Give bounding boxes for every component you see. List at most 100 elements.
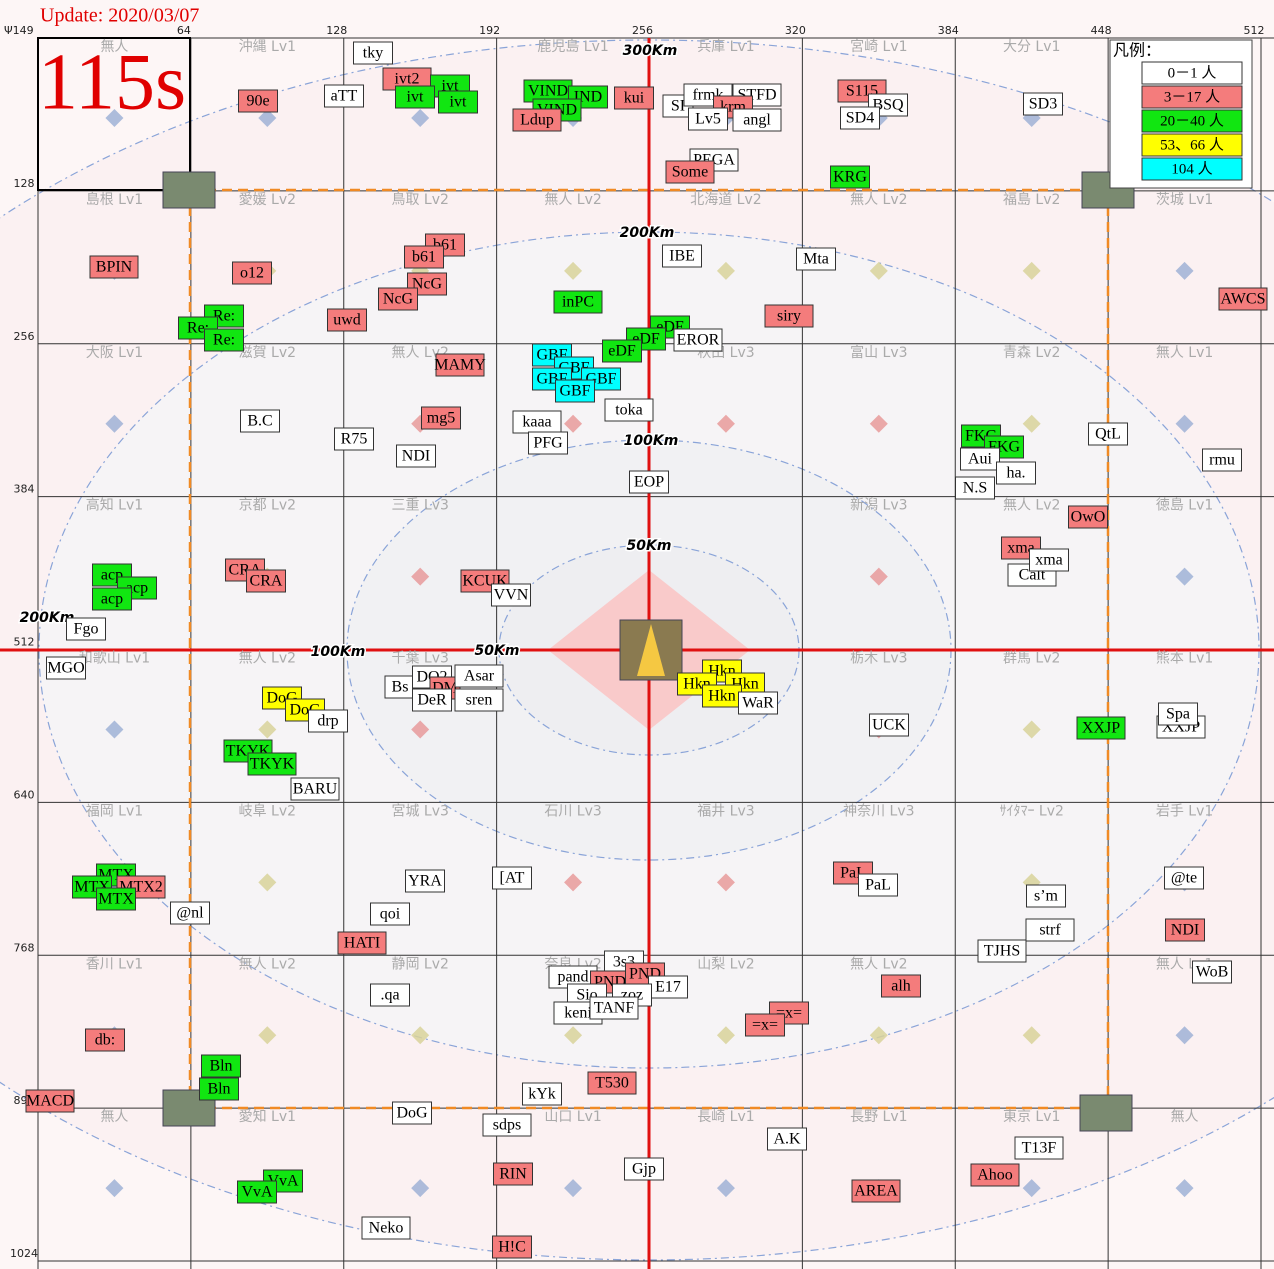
cell-label: 徳島 Lv1 [1156, 498, 1213, 514]
tag-box [89, 255, 139, 279]
alliance-tag: sren [454, 688, 504, 712]
tag-label: UCK [872, 717, 906, 734]
tag-box [555, 379, 595, 403]
tag-label: siry [777, 308, 801, 325]
alliance-tag: VVN [491, 583, 531, 607]
tag-box [170, 901, 210, 925]
alliance-tag: qoi [370, 902, 410, 926]
cell-label: 無人 [100, 39, 128, 55]
tag-label: s’m [1034, 888, 1059, 905]
tag-label: Re: [213, 308, 235, 325]
tag-label: Re: [213, 332, 235, 349]
alliance-tag: kYk [522, 1082, 562, 1106]
cell-label: 無人 Lv2 [239, 956, 296, 972]
cell-marker [1022, 720, 1041, 739]
alliance-tag: GBF [555, 379, 595, 403]
tag-box [1023, 92, 1063, 116]
tag-box [996, 461, 1036, 485]
tag-box [201, 1054, 241, 1078]
tag-label: =x= [752, 1017, 778, 1034]
tag-box [46, 656, 86, 680]
x-tick-label: 64 [177, 24, 191, 37]
tag-box [492, 866, 532, 890]
cell-marker [564, 1179, 583, 1198]
tag-label: qoi [380, 906, 401, 923]
tag-label: sren [466, 692, 493, 709]
cell-label: 京都 Lv2 [239, 498, 296, 514]
alliance-tag: DeR [412, 688, 452, 712]
tag-label: A.K [773, 1131, 801, 1148]
tag-box [1088, 422, 1128, 446]
legend-label: 20－40 人 [1160, 112, 1224, 129]
cell-marker [564, 414, 583, 433]
tag-box [1026, 884, 1066, 908]
alliance-tag: MTX [96, 887, 136, 911]
cell-marker [564, 873, 583, 892]
tag-box [732, 108, 782, 132]
tag-label: toka [615, 402, 643, 419]
tag-box [404, 245, 444, 269]
alliance-tag: NcG [378, 287, 418, 311]
tag-label: AWCS [1221, 291, 1266, 308]
tag-box [624, 1157, 664, 1181]
tag-box [764, 304, 814, 328]
tag-box [353, 41, 393, 65]
tag-box [247, 752, 297, 776]
cell-marker [258, 1026, 277, 1045]
cell-label: 無人 Lv2 [850, 192, 907, 208]
distance-label: 100Km [624, 433, 679, 449]
alliance-tag: NDI [396, 444, 436, 468]
x-tick-label: 448 [1091, 24, 1112, 37]
tag-label: xma [1035, 552, 1063, 569]
tag-box [482, 1113, 532, 1137]
tag-label: alh [891, 978, 911, 995]
cell-label: 北海道 Lv2 [690, 192, 761, 208]
cell-marker [258, 873, 277, 892]
cell-label: 石川 Lv3 [544, 803, 601, 819]
alliance-tag: Neko [361, 1216, 411, 1240]
cell-label: 福井 Lv3 [697, 803, 754, 819]
cell-marker [716, 1179, 735, 1198]
tag-box [1192, 960, 1232, 984]
cell-label: 神奈川 Lv3 [843, 803, 914, 819]
cell-label: 無人 Lv2 [391, 345, 448, 361]
cell-marker [258, 720, 277, 739]
alliance-tag: acp [92, 587, 132, 611]
tag-label: BPIN [96, 259, 133, 276]
tag-label: tky [363, 45, 383, 62]
cell-marker [869, 1026, 888, 1045]
tag-box [392, 1101, 432, 1125]
cell-label: 和歌山 Lv1 [79, 651, 150, 667]
alliance-tag: s’m [1026, 884, 1066, 908]
cell-label: 無人 Lv2 [850, 956, 907, 972]
alliance-tag: angl [732, 108, 782, 132]
tag-label: 90e [246, 93, 269, 110]
alliance-tag: H!C [492, 1235, 532, 1259]
tag-label: NcG [383, 291, 414, 308]
cell-marker [564, 1026, 583, 1045]
alliance-tag: Ldup [512, 108, 562, 132]
update-date: Update: 2020/03/07 [40, 5, 199, 27]
cell-label: 滋賀 Lv2 [239, 345, 296, 361]
tag-box [553, 290, 603, 314]
cell-marker [1022, 261, 1041, 280]
cell-marker [411, 109, 430, 127]
cell-label: 鹿児島 Lv1 [537, 38, 608, 55]
alliance-tag: Asar [454, 664, 504, 688]
alliance-tag: alh [881, 974, 921, 998]
alliance-tag: MGO [46, 656, 86, 680]
cell-marker [1022, 1179, 1041, 1198]
tag-label: mg5 [427, 410, 455, 427]
tag-label: YRA [408, 873, 442, 890]
cell-label: 東京 Lv1 [1003, 1109, 1060, 1125]
corner-label: Ψ149 [4, 24, 34, 37]
cell-marker [1022, 414, 1041, 433]
tag-box [85, 1028, 125, 1052]
cell-marker [1175, 414, 1194, 433]
distance-label: 50Km [475, 643, 520, 659]
tag-label: OwO [1071, 509, 1106, 526]
view-box [37, 37, 191, 191]
alliance-tag: ha. [996, 461, 1036, 485]
alliance-tag: EOP [629, 470, 669, 494]
tag-box [970, 1163, 1020, 1187]
